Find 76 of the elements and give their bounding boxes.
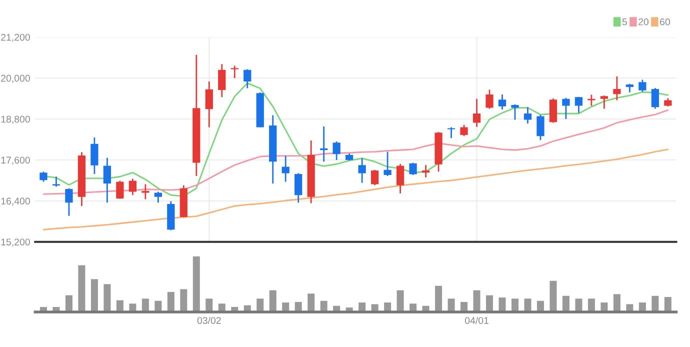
candlestick (332, 140, 340, 161)
bar (167, 292, 174, 312)
y-tick-label: 18,800 (1, 116, 30, 124)
y-tick-label: 21,200 (1, 34, 30, 42)
candlestick (574, 96, 583, 114)
y-tick-label: 17,600 (1, 156, 30, 165)
bar (498, 298, 506, 312)
y-tick-label: 15,200 (1, 238, 30, 247)
candlestick (294, 172, 302, 204)
legend-label: 20 (638, 18, 648, 26)
bar (448, 298, 455, 312)
x-tick-label: 03/02 (197, 316, 221, 324)
candlestick (205, 80, 213, 128)
candlestick (460, 124, 468, 137)
bar (308, 294, 315, 312)
bar (562, 296, 570, 312)
bar (78, 265, 86, 312)
candlestick (244, 68, 252, 90)
candlestick (422, 164, 430, 178)
candlestick (384, 151, 392, 177)
bar (575, 298, 582, 312)
legend-label: 5 (622, 18, 627, 26)
legend-label: 60 (660, 18, 670, 26)
candlestick (230, 65, 238, 79)
candlestick (116, 180, 124, 200)
candlestick (370, 169, 379, 186)
candlestick (472, 98, 481, 128)
candlestick (486, 88, 494, 110)
candlestick (90, 136, 98, 175)
bar (486, 295, 494, 312)
candlestick (409, 162, 417, 176)
candlestick (358, 158, 366, 184)
candlestick (600, 94, 608, 110)
bar (396, 290, 404, 312)
bar (613, 294, 620, 312)
candlestick (562, 97, 570, 120)
y-tick-label: 20,000 (1, 74, 30, 83)
bar (142, 298, 149, 312)
candlestick (549, 98, 558, 124)
candlestick (40, 170, 48, 182)
bar (550, 280, 557, 312)
candlestick (282, 155, 290, 182)
bar (206, 298, 213, 312)
y-tick-label: 16,400 (1, 198, 30, 206)
bar (180, 289, 188, 312)
bar (652, 296, 659, 312)
x-tick-label: 04/01 (464, 316, 488, 324)
candlestick (65, 188, 73, 217)
bar (473, 290, 480, 312)
candlestick (536, 114, 544, 141)
line-series (42, 148, 669, 230)
candlestick (638, 79, 646, 92)
candlestick (447, 126, 456, 139)
candlestick (128, 178, 137, 196)
candlestick (498, 94, 506, 110)
bar (269, 290, 276, 312)
bar (65, 295, 72, 312)
bar (104, 284, 111, 312)
candlestick (154, 191, 162, 204)
bar (511, 298, 518, 312)
candlestick (511, 104, 519, 120)
bar (256, 298, 264, 312)
candlestick (103, 157, 112, 204)
candlestick (613, 76, 621, 101)
candlestick (396, 163, 404, 194)
candlestick (588, 94, 596, 106)
candlestick (524, 106, 532, 124)
bar (664, 296, 672, 312)
bar (435, 286, 442, 312)
bar (588, 298, 595, 312)
candlestick (52, 176, 60, 188)
candlestick (218, 63, 226, 98)
bar (524, 298, 532, 312)
candlestick (651, 87, 659, 110)
bar (90, 279, 98, 312)
bar (192, 256, 200, 312)
